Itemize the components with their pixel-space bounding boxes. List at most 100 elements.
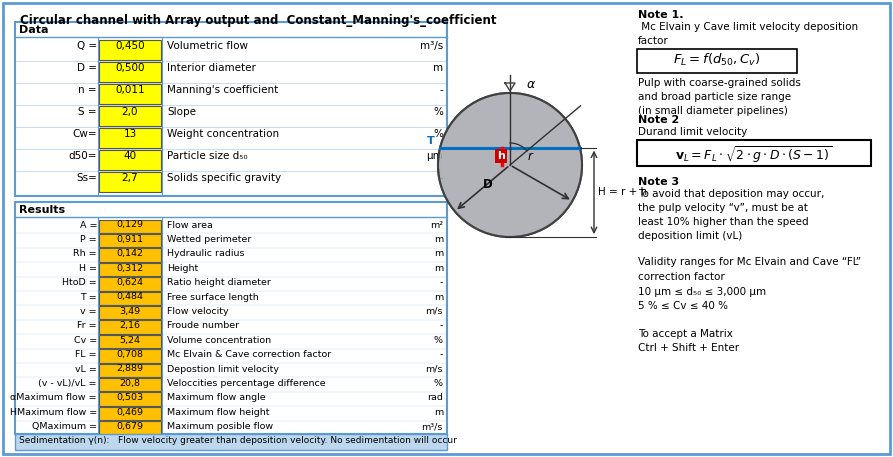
Text: Volume concentration: Volume concentration [167, 336, 271, 345]
Text: HtoD =: HtoD = [63, 278, 97, 287]
Text: Fr =: Fr = [78, 321, 97, 330]
Text: 0,142: 0,142 [116, 250, 144, 258]
Text: 0,450: 0,450 [115, 41, 145, 51]
Text: Circular channel with Array output and  Constant_Manning's_coefficient: Circular channel with Array output and C… [20, 14, 497, 27]
Text: Data: Data [19, 25, 48, 35]
FancyBboxPatch shape [99, 150, 161, 170]
Text: Solids specific gravity: Solids specific gravity [167, 173, 281, 183]
Text: -: - [439, 350, 443, 359]
Text: Froude number: Froude number [167, 321, 239, 330]
Text: -: - [439, 85, 443, 95]
Text: 13: 13 [123, 129, 137, 139]
Text: Particle size d₅₀: Particle size d₅₀ [167, 151, 247, 161]
Text: $\alpha$: $\alpha$ [526, 78, 536, 91]
FancyBboxPatch shape [637, 140, 871, 166]
Text: Mc Elvain y Cave limit velocity deposition
factor: Mc Elvain y Cave limit velocity depositi… [638, 22, 858, 46]
Text: A =: A = [79, 220, 97, 229]
Text: %: % [433, 129, 443, 139]
Text: Depostion limit velocity: Depostion limit velocity [167, 365, 279, 373]
Text: 5,24: 5,24 [120, 336, 140, 345]
Text: h: h [497, 151, 505, 161]
Text: Note 1.: Note 1. [638, 10, 683, 20]
Text: -: - [439, 321, 443, 330]
Text: %: % [434, 336, 443, 345]
Text: S =: S = [79, 107, 97, 117]
Text: m: m [434, 264, 443, 273]
Text: Height: Height [167, 264, 198, 273]
Text: Note 2: Note 2 [638, 115, 680, 125]
Text: Slope: Slope [167, 107, 196, 117]
Text: 0,679: 0,679 [116, 422, 144, 431]
Text: Manning's coefficient: Manning's coefficient [167, 85, 279, 95]
Text: 0,312: 0,312 [116, 264, 144, 273]
Text: d50=: d50= [69, 151, 97, 161]
Text: Rh =: Rh = [73, 250, 97, 258]
Text: m³/s: m³/s [421, 422, 443, 431]
Text: D: D [483, 179, 493, 191]
Text: 2,889: 2,889 [116, 365, 144, 373]
FancyBboxPatch shape [15, 434, 447, 450]
FancyBboxPatch shape [99, 40, 161, 60]
Text: 0,469: 0,469 [116, 408, 144, 417]
FancyBboxPatch shape [15, 22, 447, 196]
Text: v =: v = [80, 307, 97, 316]
Text: 2,7: 2,7 [121, 173, 138, 183]
Text: To accept a Matrix
Ctrl + Shift + Enter: To accept a Matrix Ctrl + Shift + Enter [638, 329, 739, 353]
Text: Wetted perimeter: Wetted perimeter [167, 235, 251, 244]
Text: $\mathbf{v}_L = F_L \cdot \sqrt{2 \cdot g \cdot D \cdot (S-1)}$: $\mathbf{v}_L = F_L \cdot \sqrt{2 \cdot … [675, 144, 832, 165]
FancyBboxPatch shape [99, 62, 161, 82]
Text: Cv =: Cv = [74, 336, 97, 345]
FancyBboxPatch shape [99, 84, 161, 104]
Text: 0,500: 0,500 [115, 63, 145, 73]
Text: Mc Elvain & Cave correction factor: Mc Elvain & Cave correction factor [167, 350, 331, 359]
Text: To avoid that deposition may occur,
the pulp velocity “v”, must be at
least 10% : To avoid that deposition may occur, the … [638, 189, 824, 241]
Text: vL =: vL = [75, 365, 97, 373]
Text: m: m [434, 292, 443, 302]
Text: Flow area: Flow area [167, 220, 213, 229]
FancyBboxPatch shape [99, 128, 161, 148]
Text: 3,49: 3,49 [120, 307, 140, 316]
Text: m: m [433, 63, 443, 73]
Text: $F_L = f(d_{50}, C_v)$: $F_L = f(d_{50}, C_v)$ [673, 52, 761, 68]
Text: Durand limit velocity: Durand limit velocity [638, 127, 747, 137]
FancyBboxPatch shape [99, 172, 161, 192]
Text: Hydraulic radius: Hydraulic radius [167, 250, 245, 258]
Text: 20,8: 20,8 [120, 379, 140, 388]
FancyBboxPatch shape [3, 3, 890, 454]
FancyBboxPatch shape [99, 363, 161, 377]
Text: Sedimentation γ(n):   Flow velocity greater than deposition velocity. No sedimen: Sedimentation γ(n): Flow velocity greate… [19, 436, 457, 445]
Polygon shape [440, 93, 582, 237]
FancyBboxPatch shape [99, 407, 161, 420]
Text: Note 3: Note 3 [638, 177, 679, 187]
Text: 0,484: 0,484 [116, 292, 144, 302]
Text: 0,129: 0,129 [116, 220, 144, 229]
Text: FL =: FL = [75, 350, 97, 359]
Circle shape [438, 93, 582, 237]
Text: Veloccities percentage difference: Veloccities percentage difference [167, 379, 326, 388]
Text: 0,911: 0,911 [116, 235, 144, 244]
Text: Pulp with coarse-grained solids
and broad particle size range
(in small diameter: Pulp with coarse-grained solids and broa… [638, 78, 801, 116]
Text: Results: Results [19, 205, 65, 215]
FancyBboxPatch shape [99, 335, 161, 348]
Text: Cw=: Cw= [72, 129, 97, 139]
Text: m: m [434, 408, 443, 417]
Text: Free surface length: Free surface length [167, 292, 259, 302]
Text: Validity ranges for Mc Elvain and Cave “FL”
correction factor
10 μm ≤ d₅₀ ≤ 3,00: Validity ranges for Mc Elvain and Cave “… [638, 257, 861, 311]
Text: -: - [439, 278, 443, 287]
Text: Maximum flow angle: Maximum flow angle [167, 393, 265, 402]
FancyBboxPatch shape [99, 263, 161, 276]
Text: T: T [428, 136, 435, 146]
FancyBboxPatch shape [99, 378, 161, 391]
Text: m: m [434, 250, 443, 258]
Text: %: % [434, 379, 443, 388]
Text: Volumetric flow: Volumetric flow [167, 41, 248, 51]
Text: m/s: m/s [425, 365, 443, 373]
Text: Weight concentration: Weight concentration [167, 129, 280, 139]
Text: m²: m² [430, 220, 443, 229]
Text: μm: μm [426, 151, 443, 161]
FancyBboxPatch shape [99, 392, 161, 406]
Text: HMaximum flow =: HMaximum flow = [10, 408, 97, 417]
FancyBboxPatch shape [99, 320, 161, 334]
Text: m/s: m/s [425, 307, 443, 316]
FancyBboxPatch shape [99, 234, 161, 247]
